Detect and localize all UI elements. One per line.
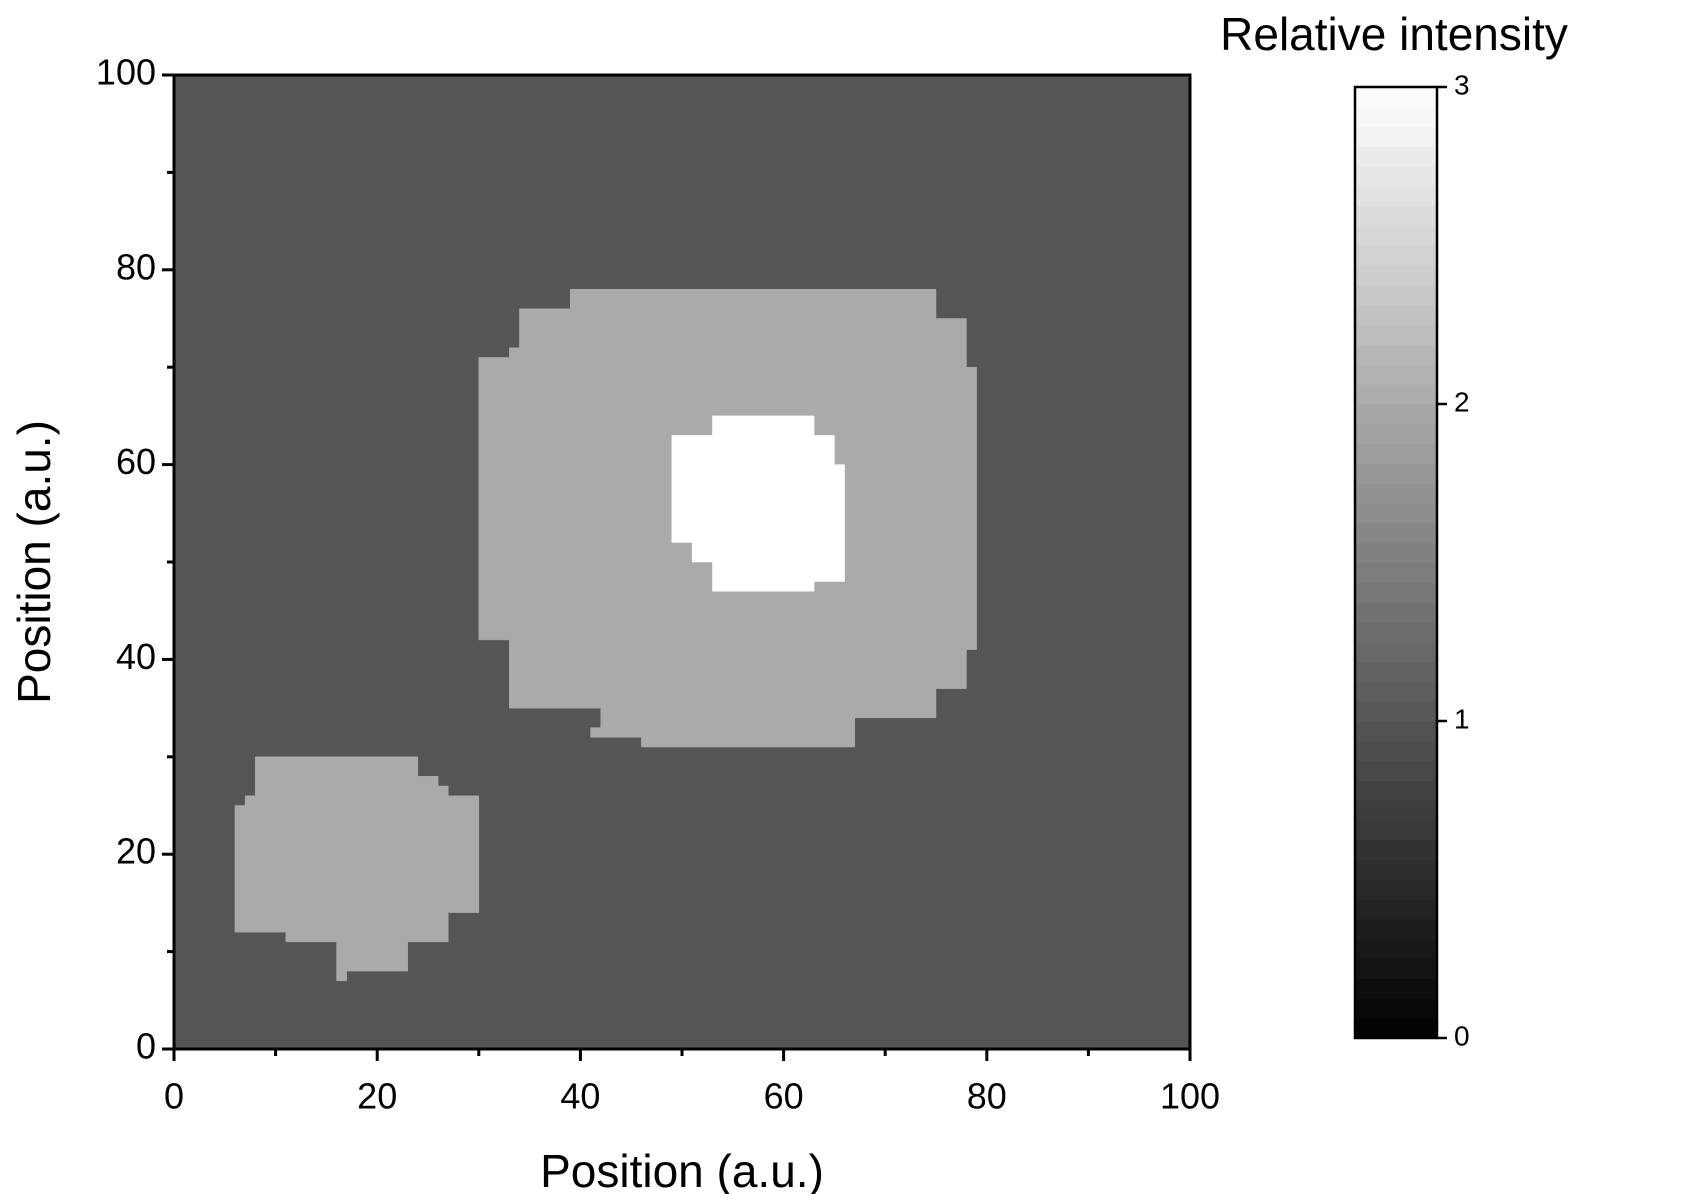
colorbar-segment	[1355, 186, 1437, 207]
colorbar-segment	[1355, 701, 1437, 722]
x-axis-title: Position (a.u.)	[540, 1145, 824, 1194]
colorbar-segment	[1355, 820, 1437, 841]
x-tick-label: 0	[164, 1076, 184, 1117]
colorbar-segment	[1355, 602, 1437, 623]
colorbar-segment	[1355, 245, 1437, 266]
colorbar-segment	[1355, 978, 1437, 999]
x-tick-label: 100	[1160, 1076, 1220, 1117]
colorbar-segment	[1355, 463, 1437, 484]
y-tick-label: 20	[116, 831, 156, 872]
colorbar-segment	[1355, 958, 1437, 980]
colorbar-segment	[1355, 800, 1437, 821]
colorbar-segment	[1355, 938, 1437, 960]
heatmap-region	[671, 415, 845, 592]
colorbar-tick-label: 2	[1454, 386, 1470, 417]
colorbar-segment	[1355, 839, 1437, 861]
colorbar-segment	[1355, 106, 1437, 128]
colorbar-segment	[1355, 324, 1437, 346]
colorbar-segment	[1355, 542, 1437, 563]
colorbar-segment	[1355, 503, 1437, 524]
colorbar-segment	[1355, 919, 1437, 940]
colorbar-title: Relative intensity	[1220, 8, 1568, 60]
heatmap-region	[234, 756, 480, 982]
colorbar-segment	[1355, 582, 1437, 603]
colorbar-segment	[1355, 87, 1437, 108]
y-tick-label: 60	[116, 441, 156, 482]
colorbar-segment	[1355, 621, 1437, 643]
colorbar-segment	[1355, 780, 1437, 801]
colorbar-segment	[1355, 483, 1437, 504]
colorbar-segment	[1355, 344, 1437, 365]
x-tick-label: 20	[357, 1076, 397, 1117]
x-tick-label: 40	[560, 1076, 600, 1117]
colorbar-segment	[1355, 721, 1437, 742]
colorbar-segment	[1355, 899, 1437, 920]
colorbar-segment	[1355, 384, 1437, 405]
colorbar-segment	[1355, 166, 1437, 187]
colorbar-tick-label: 1	[1454, 703, 1470, 734]
colorbar-segment	[1355, 364, 1437, 385]
y-tick-label: 40	[116, 636, 156, 677]
colorbar-segment	[1355, 1018, 1437, 1039]
x-tick-label: 80	[967, 1076, 1007, 1117]
y-axis-title: Position (a.u.)	[8, 420, 60, 704]
colorbar-segment	[1355, 265, 1437, 286]
colorbar-segment	[1355, 404, 1437, 425]
colorbar-segment	[1355, 641, 1437, 663]
colorbar-segment	[1355, 126, 1437, 147]
colorbar-segment	[1355, 740, 1437, 762]
colorbar-segment	[1355, 304, 1437, 326]
colorbar-segment	[1355, 443, 1437, 464]
colorbar-segment	[1355, 998, 1437, 1019]
colorbar-segment	[1355, 522, 1437, 544]
y-tick-label: 0	[136, 1026, 156, 1067]
colorbar-frame	[1353, 85, 1439, 1040]
colorbar-tick-label: 0	[1454, 1020, 1470, 1051]
y-tick-label: 100	[96, 52, 156, 93]
colorbar-segment	[1355, 879, 1437, 900]
colorbar-segment	[1355, 205, 1437, 227]
colorbar-segment	[1355, 859, 1437, 880]
y-tick-label: 80	[116, 246, 156, 287]
plot-area	[173, 74, 1191, 1050]
colorbar-segment	[1355, 423, 1437, 445]
colorbar-segment	[1355, 146, 1437, 167]
colorbar-segment	[1355, 225, 1437, 246]
colorbar-segment	[1355, 562, 1437, 583]
colorbar-tick-label: 3	[1454, 69, 1470, 100]
colorbar-segment	[1355, 760, 1437, 781]
colorbar-segment	[1355, 661, 1437, 682]
x-tick-label: 60	[764, 1076, 804, 1117]
colorbar-segment	[1355, 681, 1437, 702]
colorbar-segment	[1355, 285, 1437, 306]
